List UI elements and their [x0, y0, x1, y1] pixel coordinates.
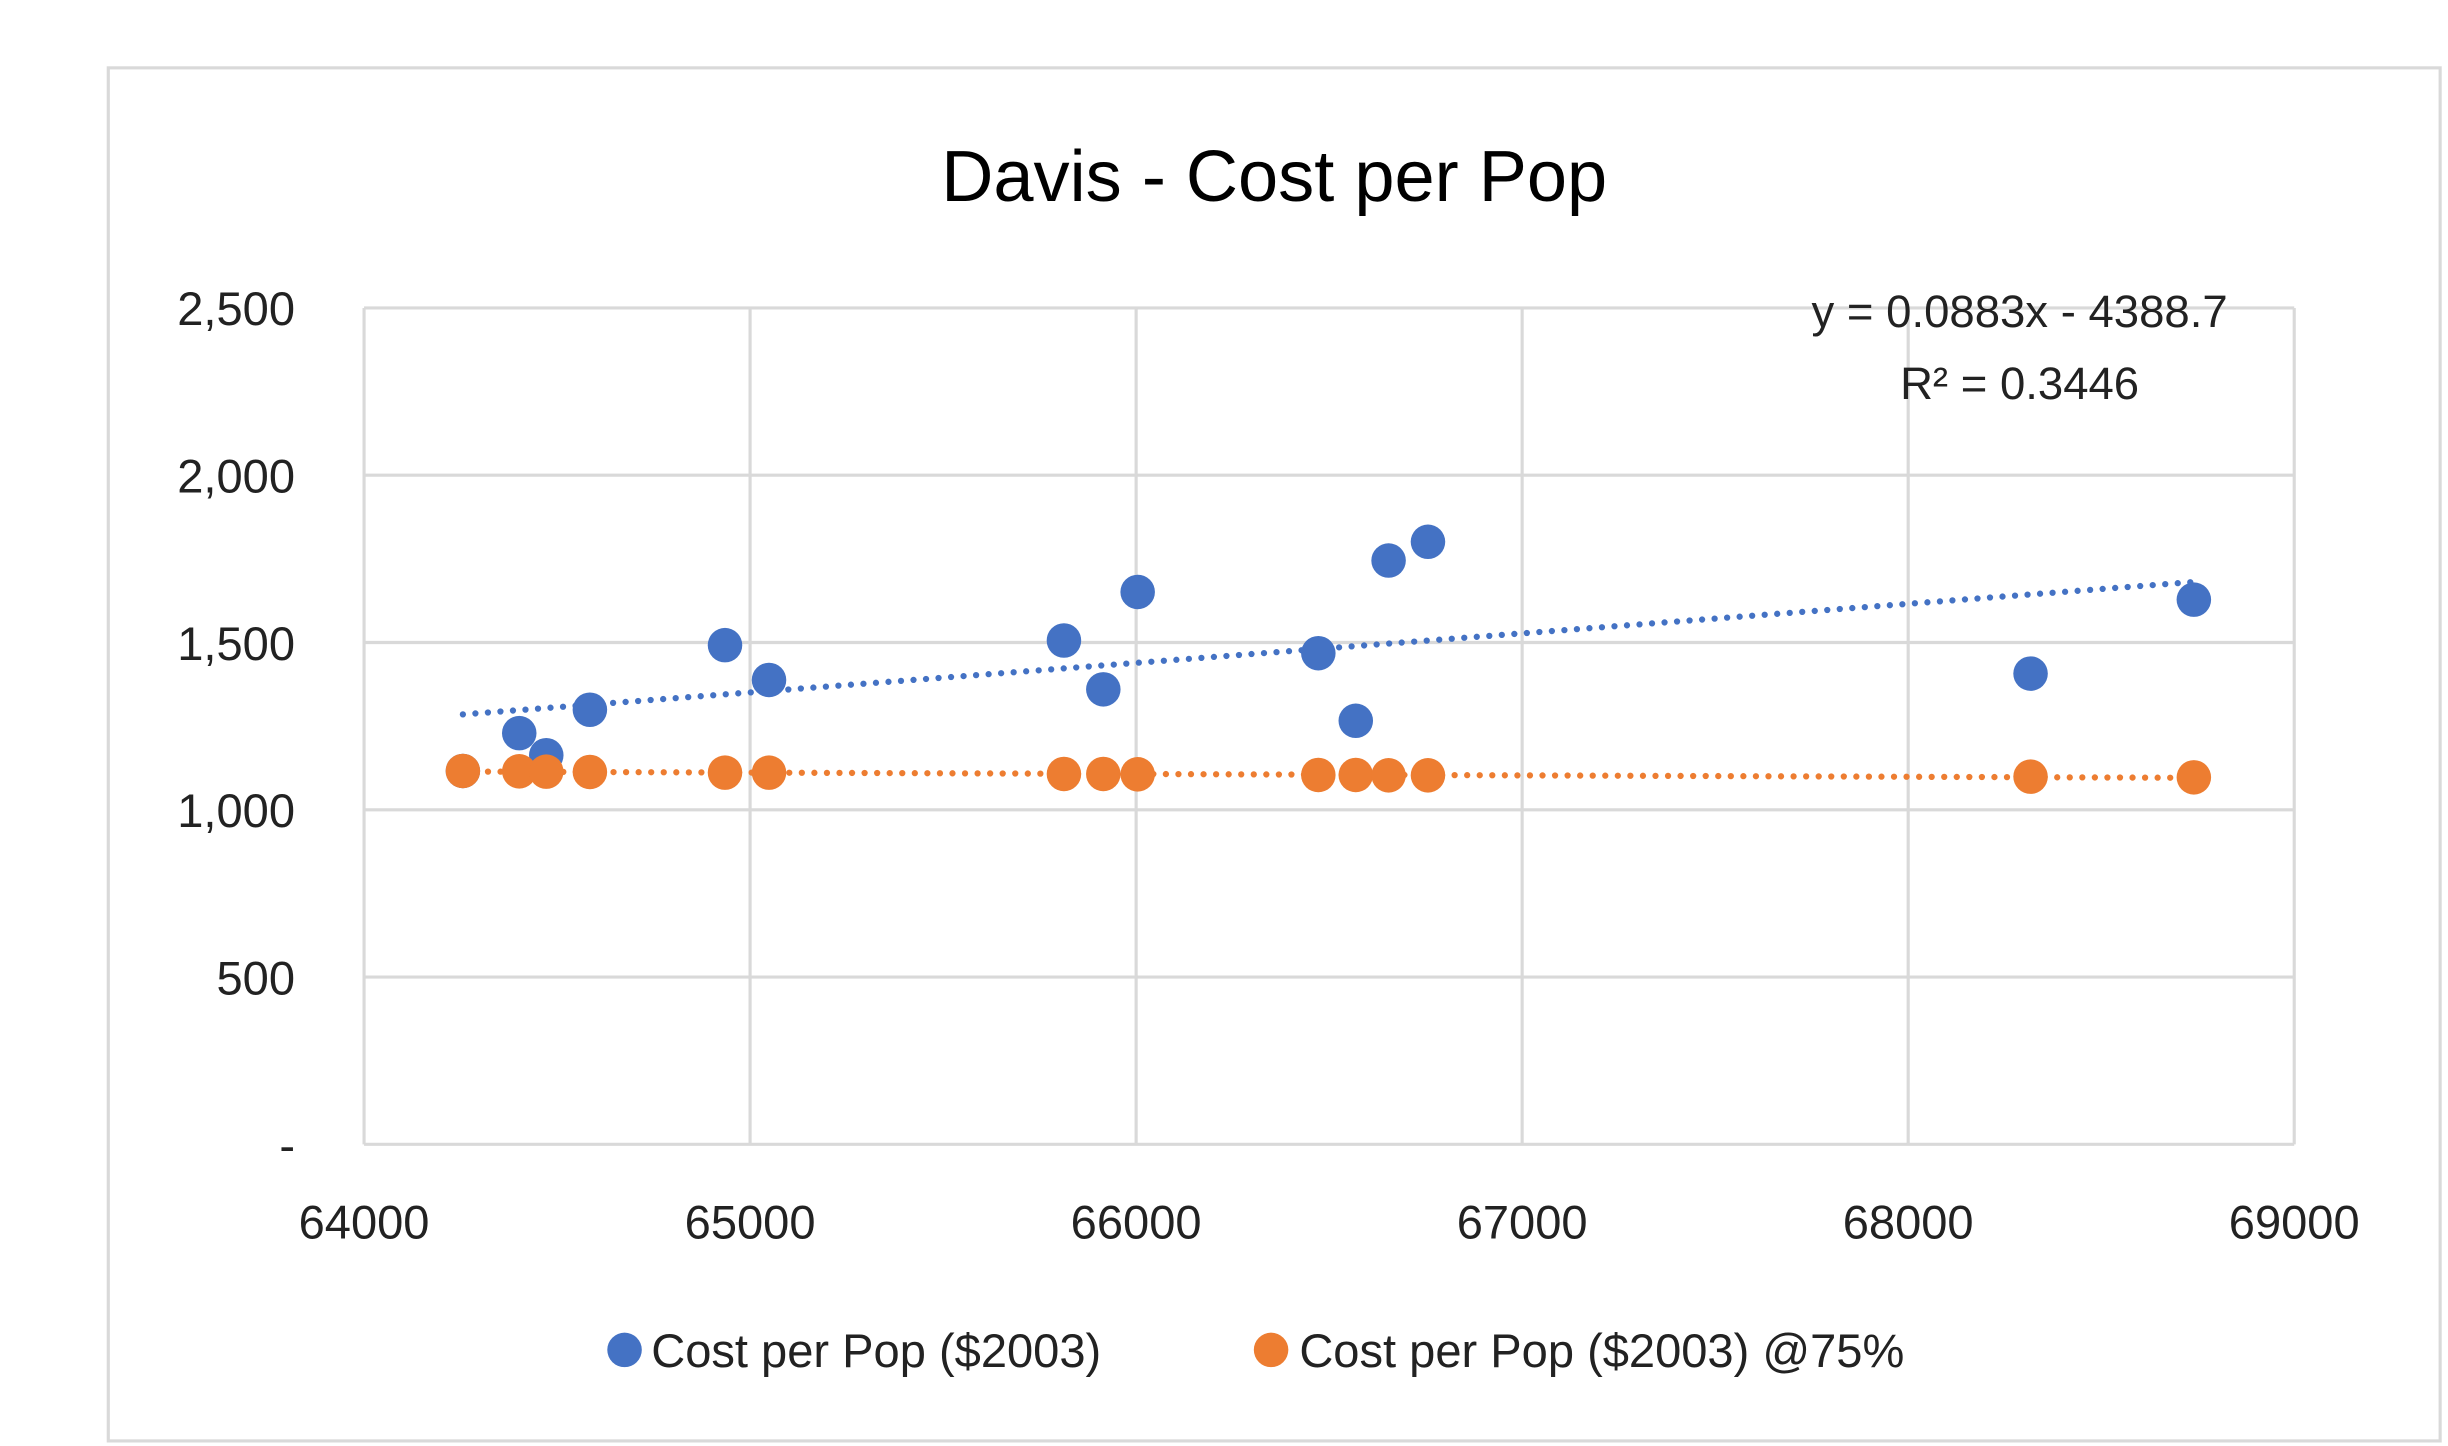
data-point-series-2: [1371, 758, 1406, 793]
data-point-series-2: [2176, 760, 2212, 795]
data-point-series-2: [445, 753, 481, 789]
data-point-series-2: [1301, 757, 1336, 793]
data-point-series-1: [1046, 623, 1082, 658]
x-tick-label: 65000: [685, 1195, 816, 1248]
x-tick-label: 66000: [1071, 1195, 1202, 1248]
data-point-series-2: [1338, 757, 1374, 793]
legend-label-series-1: Cost per Pop ($2003): [651, 1324, 1101, 1377]
x-tick-label: 64000: [299, 1195, 430, 1248]
data-point-series-2: [1046, 756, 1082, 792]
data-point-series-1: [1086, 672, 1121, 707]
trendline-equation: y = 0.0883x - 4388.7: [1812, 286, 2228, 337]
data-point-series-1: [1301, 635, 1336, 671]
y-tick-label: 2,500: [177, 282, 295, 335]
data-point-series-2: [707, 755, 743, 790]
data-point-series-1: [2176, 582, 2212, 617]
data-point-series-1: [1120, 574, 1155, 610]
legend: Cost per Pop ($2003) Cost per Pop ($2003…: [607, 1324, 1904, 1377]
y-tick-label: 500: [216, 951, 295, 1004]
data-point-series-2: [1120, 757, 1155, 792]
data-point-series-2: [501, 754, 537, 789]
data-point-series-1: [1371, 543, 1406, 578]
data-point-series-1: [501, 715, 537, 751]
data-point-series-1: [707, 627, 743, 663]
data-point-series-1: [1410, 524, 1446, 560]
data-point-series-2: [1086, 756, 1121, 792]
data-point-series-2: [572, 754, 608, 790]
y-tick-label: -: [279, 1119, 295, 1172]
y-tick-label: 1,000: [177, 784, 295, 837]
data-point-series-2: [2013, 759, 2048, 794]
data-point-series-1: [751, 662, 787, 698]
x-tick-label: 68000: [1843, 1195, 1974, 1248]
data-point-series-2: [1410, 758, 1446, 793]
chart-title: Davis - Cost per Pop: [941, 137, 1607, 217]
y-tick-label: 2,000: [177, 449, 295, 502]
y-tick-label: 1,500: [177, 617, 295, 670]
legend-label-series-2: Cost per Pop ($2003) @75%: [1299, 1324, 1904, 1377]
chart-frame: [106, 66, 2442, 1443]
data-point-series-2: [529, 754, 564, 789]
data-point-series-1: [572, 692, 608, 728]
legend-marker-series-1: [607, 1332, 642, 1368]
data-point-series-1: [1338, 703, 1374, 739]
data-point-series-2: [751, 755, 787, 790]
x-tick-label: 67000: [1457, 1195, 1588, 1248]
legend-marker-series-2: [1253, 1332, 1289, 1368]
data-point-series-1: [2013, 656, 2048, 691]
x-tick-label: 69000: [2229, 1195, 2360, 1248]
trendline-r-squared: R² = 0.3446: [1900, 358, 2139, 409]
